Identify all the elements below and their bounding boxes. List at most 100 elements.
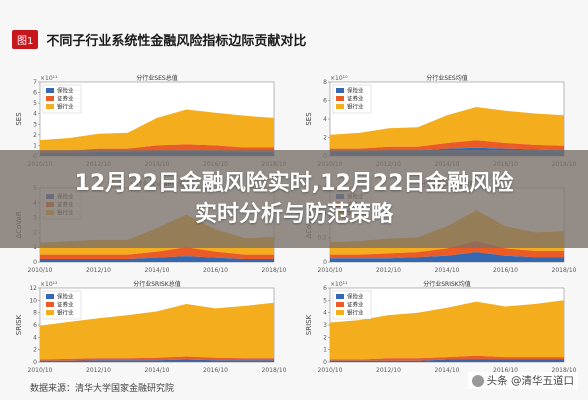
legend-label: 银行业	[57, 103, 74, 111]
series-area-3	[330, 300, 564, 360]
legend-swatch	[336, 96, 344, 101]
y-axis-label: SES	[305, 112, 313, 126]
scale-note: ×10¹⁰	[330, 75, 348, 82]
y-tick-label: 1	[323, 347, 327, 354]
y-tick-label: 7	[33, 79, 37, 86]
watermark-text: 头条 @清华五道口	[486, 375, 574, 387]
chart-title: 分行业SES均值	[426, 74, 467, 82]
y-tick-label: 0	[323, 359, 327, 366]
x-tick-label: 2016/10	[493, 367, 518, 374]
series-area-2	[330, 140, 564, 152]
series-area-3	[40, 109, 274, 151]
series-area-2	[40, 247, 274, 259]
y-tick-label: 4	[33, 334, 37, 341]
y-tick-label: 2	[33, 132, 37, 139]
x-tick-label: 2014/10	[145, 267, 170, 274]
legend-label: 银行业	[347, 309, 364, 317]
x-tick-label: 2014/10	[145, 367, 170, 374]
legend-swatch	[336, 104, 344, 109]
y-tick-label: 0	[33, 359, 37, 366]
y-axis-label: SRISK	[305, 314, 313, 335]
y-tick-label: 4	[33, 111, 37, 118]
chart-title: 分行业SES总值	[136, 74, 177, 82]
series-area-1	[40, 256, 274, 262]
x-tick-label: 2016/10	[203, 267, 228, 274]
x-tick-label: 2012/10	[86, 367, 111, 374]
headline-title: 12月22日金融风险实时,12月22日金融风险实时分析与防范策略	[74, 171, 514, 227]
watermark: 头条 @清华五道口	[467, 372, 578, 389]
legend-label: 保险业	[347, 293, 364, 301]
y-tick-label: 5	[323, 297, 327, 304]
chart-svg: 012345672010/102012/102014/102016/102018…	[15, 74, 287, 168]
legend-label: 保险业	[347, 87, 364, 95]
y-tick-label: 10	[29, 297, 37, 304]
chart-panel-srisk-total: 0 2 4 6 8 10 12 2010/10 2012/10 2014/10 2016/10 201…	[14, 278, 287, 376]
x-tick-label: 2010/10	[28, 267, 53, 274]
figure-tag: 图1	[12, 29, 39, 49]
chart-panel-ses-mean: 024682010/102012/102014/102016/102018/10…	[304, 72, 577, 170]
y-tick-label: 6	[323, 285, 327, 292]
chart-title: 分行业SRISK总值	[133, 280, 181, 288]
y-tick-label: 6	[33, 90, 37, 97]
y-tick-label: 5	[33, 100, 37, 107]
y-tick-label: 6	[33, 322, 37, 329]
x-tick-label: 2010/10	[28, 367, 53, 374]
y-tick-label: 1	[33, 142, 37, 149]
scale-note: ×10¹²	[40, 281, 58, 288]
x-tick-label: 2016/10	[203, 367, 228, 374]
y-tick-label: 4	[323, 310, 327, 317]
legend-swatch	[46, 302, 54, 307]
x-tick-label: 2018/10	[262, 267, 287, 274]
x-tick-label: 2018/10	[262, 367, 287, 374]
source-note: 数据来源：清华大学国家金融研究院	[30, 384, 175, 394]
y-tick-label: 2	[323, 135, 327, 142]
x-tick-label: 2012/10	[376, 267, 401, 274]
scale-note: ×10¹¹	[40, 75, 58, 82]
y-tick-label: 4	[323, 116, 327, 123]
series-area-1	[40, 359, 274, 362]
x-tick-label: 2018/10	[552, 267, 577, 274]
legend-swatch	[46, 310, 54, 315]
headline-banner: 12月22日金融风险实时,12月22日金融风险实时分析与防范策略	[0, 150, 588, 248]
x-tick-label: 2010/10	[318, 267, 343, 274]
legend-label: 证券业	[57, 301, 74, 309]
x-tick-label: 2014/10	[435, 367, 460, 374]
y-tick-label: 8	[33, 310, 37, 317]
y-tick-label: 3	[33, 121, 37, 128]
legend-label: 证券业	[347, 95, 364, 103]
x-tick-label: 2010/10	[318, 367, 343, 374]
scale-note: ×10¹¹	[330, 281, 348, 288]
legend-label: 银行业	[57, 309, 74, 317]
y-tick-label: 12	[29, 285, 37, 292]
x-tick-label: 2012/10	[86, 267, 111, 274]
legend-label: 证券业	[347, 301, 364, 309]
watermark-logo-icon	[471, 374, 484, 387]
legend-label: 保险业	[57, 293, 74, 301]
chart-svg: 0 1 2 3 4 5 6 2010/10 2012/10 2014/10 2016/10 2018/…	[305, 280, 577, 374]
chart-panel-ses-total: 012345672010/102012/102014/102016/102018…	[14, 72, 287, 170]
legend-swatch	[336, 294, 344, 299]
series-area-2	[330, 355, 564, 361]
x-tick-label: 2012/10	[376, 367, 401, 374]
legend-label: 保险业	[57, 87, 74, 95]
series-area-1	[330, 359, 564, 362]
y-tick-label: 6	[323, 98, 327, 105]
legend-swatch	[46, 96, 54, 101]
legend-swatch	[336, 302, 344, 307]
chart-svg: 0 2 4 6 8 10 12 2010/10 2012/10 2014/10 2016/10 201…	[15, 280, 287, 374]
figure-title: 不同子行业系统性金融风险指标边际贡献对比	[46, 33, 307, 49]
y-tick-label: 2	[33, 347, 37, 354]
y-tick-label: 8	[323, 79, 327, 86]
legend-swatch	[336, 310, 344, 315]
legend-swatch	[46, 88, 54, 93]
y-tick-label: 2	[323, 334, 327, 341]
series-area-2	[330, 241, 564, 259]
legend-swatch	[336, 88, 344, 93]
chart-svg: 024682010/102012/102014/102016/102018/10…	[305, 74, 577, 168]
y-axis-label: SRISK	[15, 314, 23, 335]
series-area-3	[40, 302, 274, 360]
